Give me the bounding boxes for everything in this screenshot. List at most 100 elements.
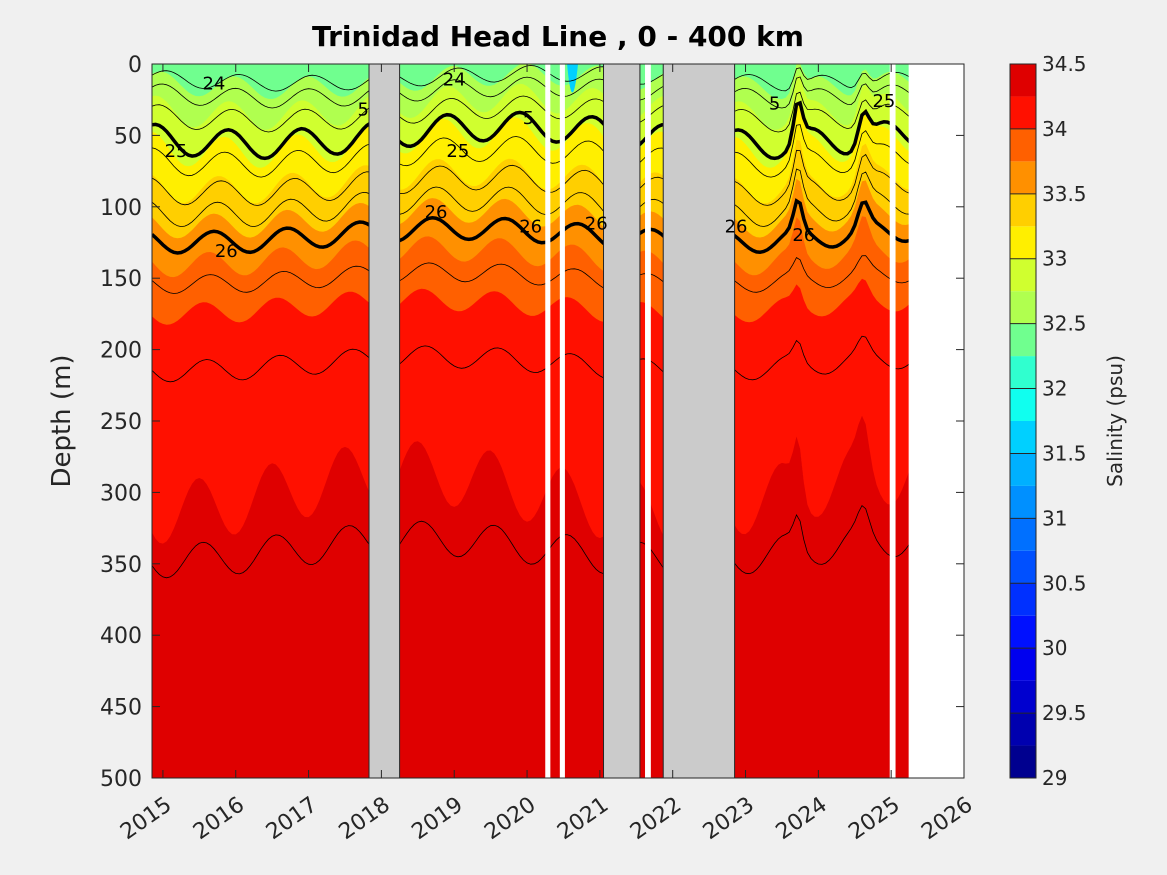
- contour-label: 26: [792, 225, 815, 246]
- x-tick-label: 2024: [772, 792, 832, 845]
- colorbar-tick-label: 34.5: [1042, 52, 1087, 76]
- no-data-band: [603, 64, 641, 778]
- y-tick-label: 500: [100, 767, 142, 792]
- x-tick-label: 2018: [335, 792, 395, 845]
- colorbar-tick-label: 31.5: [1042, 441, 1087, 465]
- no-data-band: [889, 64, 896, 778]
- colorbar-swatch: [1010, 323, 1036, 357]
- salinity-band: [152, 278, 964, 547]
- colorbar-tick-label: 29: [1042, 766, 1067, 790]
- colorbar-swatch: [1010, 583, 1036, 616]
- density-contour-line: [152, 168, 964, 228]
- x-tick-label: 2016: [189, 792, 249, 845]
- colorbar-tick-label: 34: [1042, 117, 1067, 141]
- y-tick-label: 300: [100, 481, 142, 506]
- colorbar-tick-label: 33.5: [1042, 182, 1087, 206]
- y-axis: 0 50 100 150 200 250 300 350 400 450 500: [100, 53, 964, 792]
- x-tick-label: 2015: [116, 792, 176, 845]
- contour-label: 24: [443, 69, 466, 90]
- density-contour-line: [152, 198, 964, 255]
- colorbar-swatch: [1010, 453, 1036, 486]
- contour-label: 5: [769, 94, 780, 115]
- x-tick-label: 2023: [699, 792, 759, 845]
- y-tick-label: 250: [100, 410, 142, 435]
- colorbar-tick-label: 29.5: [1042, 701, 1087, 725]
- no-data-band: [662, 64, 736, 778]
- x-tick-label: 2021: [553, 792, 613, 845]
- colorbar-swatch: [1010, 745, 1036, 778]
- colorbar-swatch: [1010, 64, 1036, 97]
- x-tick-label: 2025: [844, 792, 904, 845]
- no-data-band: [545, 64, 551, 778]
- salinity-band: [152, 178, 964, 280]
- contour-label: 5: [523, 108, 534, 129]
- colorbar-swatch: [1010, 161, 1036, 194]
- density-contour-line: [152, 65, 964, 92]
- density-contour-line: [152, 504, 964, 579]
- colorbar: 29 29.5 30 30.5 31 31.5 32 32.5 33 33.5 34 34.5 Sal…: [1009, 52, 1127, 790]
- colorbar-swatch: [1010, 421, 1036, 454]
- x-tick-label: 2017: [262, 792, 322, 845]
- colorbar-swatch: [1010, 96, 1036, 129]
- density-contour-line: [152, 76, 964, 109]
- plot-area: 25 26 24 5 25 24 26 26 5 26 26 26 5 25: [151, 63, 965, 779]
- colorbar-label: Salinity (psu): [1103, 355, 1127, 487]
- y-tick-label: 0: [128, 53, 142, 78]
- colorbar-swatch: [1010, 648, 1036, 681]
- no-data-band: [908, 64, 964, 778]
- colorbar-swatch: [1010, 388, 1036, 421]
- colorbar-swatches: [1010, 64, 1036, 778]
- contour-label: 26: [519, 217, 542, 238]
- density-contour-line: [152, 91, 964, 133]
- y-axis-label: Depth (m): [47, 354, 77, 487]
- contour-label: 26: [725, 217, 748, 238]
- x-tick-label: 2026: [917, 792, 977, 845]
- colorbar-swatch: [1010, 485, 1036, 519]
- density-contours: [152, 65, 964, 579]
- colorbar-swatch: [1010, 226, 1036, 259]
- contour-label: 26: [585, 214, 608, 235]
- y-tick-label: 150: [100, 267, 142, 292]
- colorbar-tick-label: 33: [1042, 247, 1067, 271]
- x-tick-label: 2020: [480, 792, 540, 845]
- colorbar-tick-label: 32: [1042, 377, 1067, 401]
- salinity-band: [152, 139, 964, 242]
- colorbar-swatch: [1010, 615, 1036, 649]
- colorbar-tick-label: 32.5: [1042, 312, 1087, 336]
- no-data-bands: [368, 64, 964, 778]
- colorbar-swatch: [1010, 193, 1036, 227]
- density-contour-line: [152, 335, 964, 383]
- no-data-band: [368, 64, 401, 778]
- no-data-band: [645, 64, 651, 778]
- colorbar-swatch: [1010, 680, 1036, 714]
- chart-title: Trinidad Head Line , 0 - 400 km: [312, 20, 804, 53]
- colorbar-swatch: [1010, 356, 1036, 389]
- contour-label: 26: [425, 202, 448, 223]
- density-contour-line: [152, 149, 964, 206]
- density-contour-line: [152, 255, 964, 294]
- salinity-band: [152, 101, 964, 207]
- contour-label: 5: [357, 99, 368, 120]
- x-tick-label: 2019: [407, 792, 467, 845]
- y-tick-label: 50: [114, 124, 142, 149]
- salinity-band: [152, 75, 964, 171]
- salinity-band: [152, 64, 964, 133]
- y-tick-label: 450: [100, 696, 142, 721]
- contour-label: 25: [872, 91, 895, 112]
- contour-label: 25: [165, 141, 188, 162]
- colorbar-swatch: [1010, 258, 1036, 292]
- no-data-band: [559, 64, 565, 778]
- y-tick-label: 100: [100, 196, 142, 221]
- y-tick-label: 350: [100, 553, 142, 578]
- contour-labels: 25 26 24 5 25 24 26 26 5 26 26 26 5 25: [165, 69, 896, 261]
- colorbar-swatch: [1010, 128, 1036, 162]
- colorbar-swatch: [1010, 518, 1036, 551]
- y-tick-label: 200: [100, 339, 142, 364]
- y-tick-label: 400: [100, 624, 142, 649]
- density-contour-line: [152, 124, 964, 178]
- salinity-field: [152, 64, 964, 778]
- density-contour-line: [152, 100, 964, 161]
- contour-label: 26: [215, 241, 238, 262]
- colorbar-tick-label: 30.5: [1042, 571, 1087, 595]
